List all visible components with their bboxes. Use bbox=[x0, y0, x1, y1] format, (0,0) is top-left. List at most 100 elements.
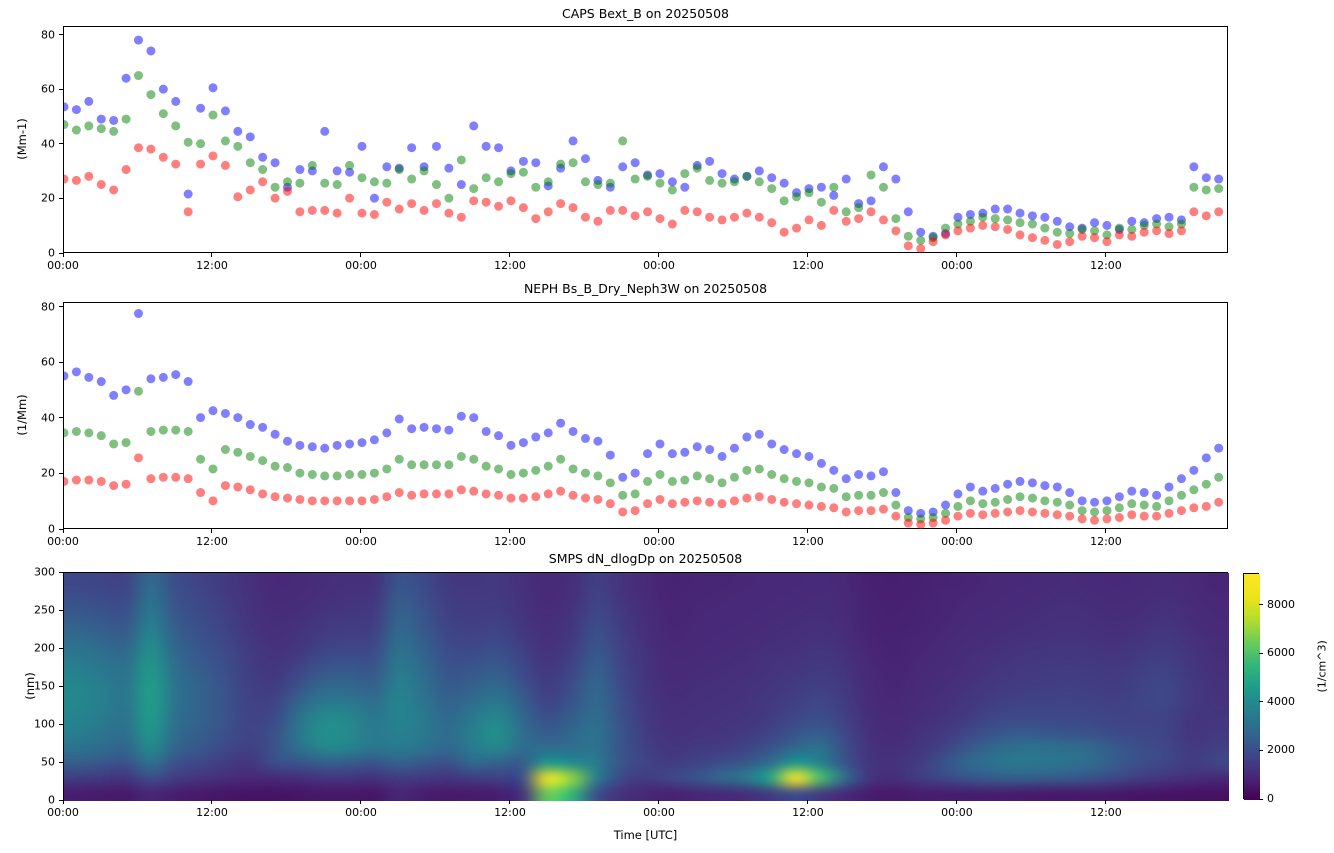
data-point-blue bbox=[866, 196, 876, 206]
data-point-red bbox=[481, 197, 491, 207]
data-point-blue bbox=[990, 483, 1000, 493]
data-point-blue bbox=[282, 436, 292, 446]
data-point-green bbox=[1214, 184, 1224, 194]
data-point-green bbox=[941, 508, 951, 518]
data-point-green bbox=[866, 490, 876, 500]
scatter-canvas bbox=[64, 35, 1224, 254]
x-tick-mark bbox=[1105, 529, 1107, 533]
data-point-blue bbox=[270, 429, 280, 439]
data-point-red bbox=[866, 207, 876, 217]
data-point-green bbox=[1127, 499, 1137, 509]
data-point-green bbox=[568, 464, 578, 474]
data-point-red bbox=[1139, 227, 1149, 237]
data-point-green bbox=[729, 177, 739, 187]
data-point-green bbox=[1102, 230, 1112, 240]
data-point-red bbox=[258, 489, 268, 499]
data-point-red bbox=[494, 201, 504, 211]
data-point-blue bbox=[84, 372, 94, 382]
data-point-blue bbox=[407, 424, 417, 434]
data-point-red bbox=[146, 474, 156, 484]
data-point-red bbox=[96, 476, 106, 486]
x-tick-mark bbox=[509, 529, 511, 533]
data-point-green bbox=[965, 496, 975, 506]
data-point-green bbox=[506, 469, 516, 479]
data-point-red bbox=[878, 504, 888, 514]
data-point-green bbox=[109, 439, 119, 449]
data-point-green bbox=[332, 180, 342, 190]
data-point-green bbox=[71, 426, 81, 436]
data-point-green bbox=[742, 171, 752, 181]
x-tick-label: 12:00 bbox=[792, 806, 824, 819]
data-point-green bbox=[792, 476, 802, 486]
data-point-red bbox=[692, 496, 702, 506]
data-point-green bbox=[1090, 226, 1100, 236]
data-point-blue bbox=[332, 440, 342, 450]
data-point-red bbox=[816, 501, 826, 511]
data-point-blue bbox=[64, 102, 69, 112]
data-point-red bbox=[1189, 503, 1199, 513]
plot-area-neph bbox=[63, 302, 1228, 529]
plot-area-caps bbox=[63, 26, 1228, 254]
data-point-red bbox=[407, 490, 417, 500]
data-point-green bbox=[854, 203, 864, 213]
data-point-green bbox=[742, 465, 752, 475]
data-point-green bbox=[605, 178, 615, 188]
data-point-red bbox=[431, 199, 441, 209]
data-point-green bbox=[258, 165, 268, 175]
y-tick-label: 80 bbox=[41, 300, 55, 314]
data-point-red bbox=[742, 208, 752, 218]
y-tick-label: 20 bbox=[41, 191, 55, 205]
data-point-green bbox=[903, 231, 913, 241]
data-point-green bbox=[1027, 219, 1037, 229]
x-tick-label: 00:00 bbox=[643, 259, 675, 272]
x-tick-label: 12:00 bbox=[1090, 806, 1122, 819]
data-point-blue bbox=[233, 126, 243, 136]
data-point-red bbox=[618, 507, 628, 517]
data-point-red bbox=[345, 496, 355, 506]
data-point-blue bbox=[146, 374, 156, 384]
data-point-blue bbox=[456, 180, 466, 190]
data-point-red bbox=[444, 489, 454, 499]
data-point-green bbox=[531, 465, 541, 475]
y-tick-label: 20 bbox=[41, 466, 55, 480]
data-point-blue bbox=[878, 467, 888, 477]
data-point-blue bbox=[382, 428, 392, 438]
x-tick-mark bbox=[211, 253, 213, 257]
data-point-red bbox=[953, 226, 963, 236]
data-point-green bbox=[171, 425, 181, 435]
data-point-green bbox=[767, 184, 777, 194]
colorbar-tick-label: 6000 bbox=[1267, 646, 1295, 660]
y-tick-mark bbox=[59, 761, 63, 763]
y-tick-label: 80 bbox=[41, 28, 55, 42]
x-tick-mark bbox=[658, 529, 660, 533]
data-point-blue bbox=[494, 143, 504, 153]
data-point-red bbox=[456, 485, 466, 495]
data-point-blue bbox=[1027, 478, 1037, 488]
data-point-red bbox=[394, 488, 404, 498]
data-point-green bbox=[1003, 215, 1013, 225]
y-tick-label: 40 bbox=[41, 411, 55, 425]
data-point-red bbox=[556, 486, 566, 496]
data-point-green bbox=[816, 197, 826, 207]
data-point-green bbox=[580, 177, 590, 187]
y-tick-label: 300 bbox=[34, 565, 55, 579]
data-point-red bbox=[643, 207, 653, 217]
data-point-red bbox=[1015, 506, 1025, 516]
data-point-green bbox=[320, 471, 330, 481]
data-point-green bbox=[729, 472, 739, 482]
data-point-blue bbox=[109, 390, 119, 400]
data-point-red bbox=[258, 177, 268, 187]
colorbar-tick-label: 2000 bbox=[1267, 743, 1295, 757]
data-point-red bbox=[394, 204, 404, 214]
x-tick-mark bbox=[956, 253, 958, 257]
data-point-red bbox=[804, 500, 814, 510]
data-point-green bbox=[64, 120, 69, 130]
data-point-green bbox=[146, 90, 156, 100]
y-tick-mark bbox=[59, 799, 63, 801]
data-point-red bbox=[953, 511, 963, 521]
data-point-green bbox=[481, 173, 491, 183]
data-point-blue bbox=[444, 425, 454, 435]
data-point-red bbox=[96, 180, 106, 190]
heatmap-canvas bbox=[64, 573, 1229, 801]
data-point-blue bbox=[196, 413, 206, 423]
